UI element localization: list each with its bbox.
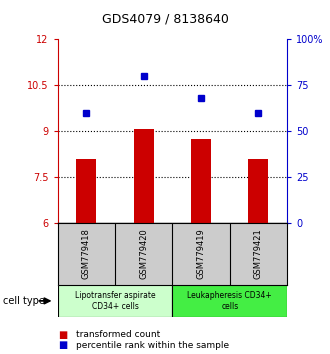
Bar bbox=[191, 139, 211, 223]
Text: GSM779418: GSM779418 bbox=[82, 229, 91, 279]
Bar bbox=[248, 159, 269, 223]
Text: GSM779421: GSM779421 bbox=[254, 229, 263, 279]
Text: ■: ■ bbox=[58, 330, 67, 339]
Text: GSM779419: GSM779419 bbox=[197, 229, 206, 279]
Text: GSM779420: GSM779420 bbox=[139, 229, 148, 279]
Text: transformed count: transformed count bbox=[76, 330, 160, 339]
Text: Lipotransfer aspirate
CD34+ cells: Lipotransfer aspirate CD34+ cells bbox=[75, 291, 155, 310]
Text: Leukapheresis CD34+
cells: Leukapheresis CD34+ cells bbox=[187, 291, 272, 310]
Text: percentile rank within the sample: percentile rank within the sample bbox=[76, 341, 229, 350]
Bar bbox=[58, 285, 173, 317]
Bar bbox=[134, 130, 154, 223]
Text: GDS4079 / 8138640: GDS4079 / 8138640 bbox=[102, 12, 228, 25]
Text: ■: ■ bbox=[58, 340, 67, 350]
Text: cell type: cell type bbox=[3, 296, 45, 306]
Bar bbox=[173, 285, 287, 317]
Bar bbox=[76, 159, 96, 223]
